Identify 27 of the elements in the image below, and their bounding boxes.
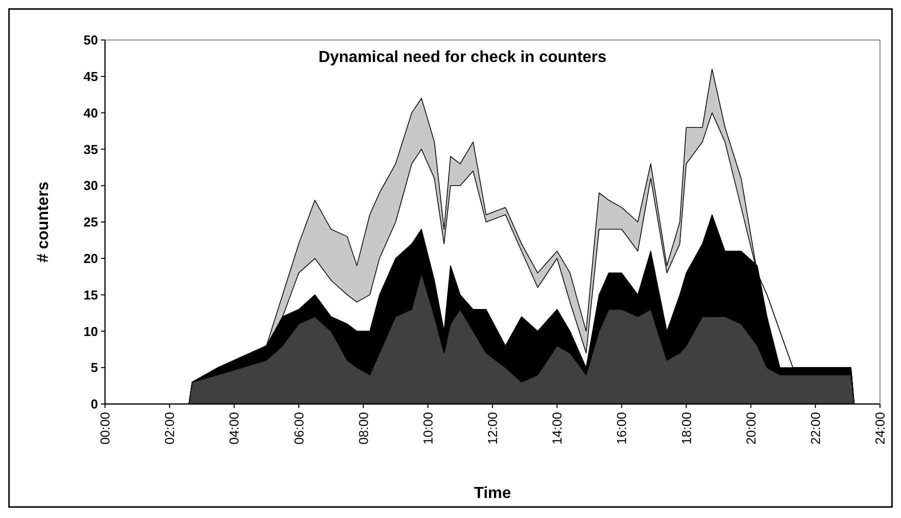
y-tick-label: 35	[84, 142, 98, 157]
x-tick-label: 22:00	[808, 412, 823, 445]
x-tick-label: 20:00	[743, 412, 758, 445]
text: Dynamical need for check in counters	[318, 49, 607, 66]
x-tick-label: 12:00	[485, 412, 500, 445]
x-tick-label: 02:00	[162, 412, 178, 445]
y-tick-label: 40	[84, 105, 98, 120]
x-tick-label: 10:00	[420, 412, 436, 445]
x-tick-label: 18:00	[678, 412, 694, 445]
x-tick-label: 04:00	[226, 412, 242, 445]
x-axis-title: Time	[474, 485, 512, 502]
x-tick-label: 16:00	[614, 412, 630, 445]
y-axis-title: # counters	[35, 181, 52, 262]
y-tick-label: 50	[84, 32, 98, 48]
x-tick-label: 08:00	[356, 412, 371, 445]
y-tick-label: 25	[84, 214, 98, 230]
y-tick-label: 45	[84, 68, 98, 84]
x-tick-label: 00:00	[98, 412, 113, 445]
y-tick-label: 10	[84, 324, 98, 339]
y-tick-label: 30	[84, 178, 98, 194]
x-tick-label: 06:00	[291, 412, 306, 445]
y-tick-label: 20	[84, 250, 98, 266]
x-tick-label: 24:00	[872, 412, 888, 445]
y-tick-label: 15	[84, 287, 98, 302]
x-tick-label: 14:00	[550, 412, 565, 445]
y-tick-label: 5	[90, 360, 98, 376]
y-tick-label: 0	[90, 396, 98, 412]
